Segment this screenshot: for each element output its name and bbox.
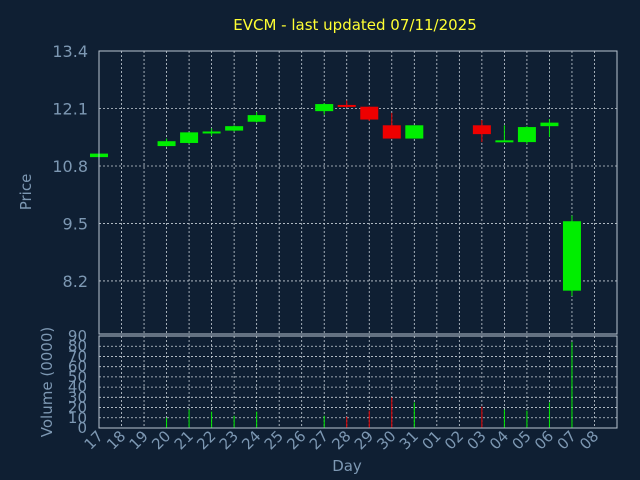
candle-body [405, 125, 424, 139]
volume-tick-label: 30 [68, 388, 87, 406]
x-axis: 1718192021222324252627282930310102030405… [81, 427, 603, 453]
price-tick-label: 10.8 [52, 157, 88, 176]
price-tick-label: 13.4 [52, 42, 88, 61]
candle-body [180, 132, 199, 143]
volume-tick-label: 90 [68, 327, 87, 345]
volume-tick-label: 20 [68, 399, 87, 417]
candle-body [472, 125, 491, 135]
volume-tick-label: 60 [68, 358, 87, 376]
candle-body [337, 104, 356, 107]
candle-body [495, 140, 514, 143]
candle-body [157, 141, 176, 147]
candle-body [360, 106, 379, 120]
price-axis-label: Price [17, 174, 35, 211]
candle-body [225, 126, 244, 131]
volume-tick-label: 80 [68, 337, 87, 355]
candle-body [382, 125, 401, 139]
volume-tick-label: 0 [77, 419, 87, 437]
volume-tick-label: 10 [68, 409, 87, 427]
volume-tick-label: 40 [68, 378, 87, 396]
volume-frame [98, 335, 618, 429]
volume-axis-label: Volume (0000) [38, 327, 56, 437]
price-tick-label: 8.2 [63, 272, 88, 291]
price-tick-label: 9.5 [63, 214, 88, 233]
x-tick-label: 08 [576, 427, 602, 453]
price-frame [98, 50, 618, 335]
candle-body [540, 122, 559, 127]
x-axis-label: Day [332, 457, 362, 475]
candle-body [517, 127, 536, 143]
candle-body [202, 131, 221, 134]
volume-tick-label: 50 [68, 368, 87, 386]
candle-body [247, 115, 266, 122]
price-panel: 13.4 12.1 10.8 9.5 8.2 [52, 42, 618, 335]
candle-body [315, 104, 334, 112]
volume-tick-label: 70 [68, 347, 87, 365]
price-tick-label: 12.1 [52, 99, 88, 118]
chart-title: EVCM - last updated 07/11/2025 [233, 16, 477, 34]
candle-body [562, 221, 581, 291]
